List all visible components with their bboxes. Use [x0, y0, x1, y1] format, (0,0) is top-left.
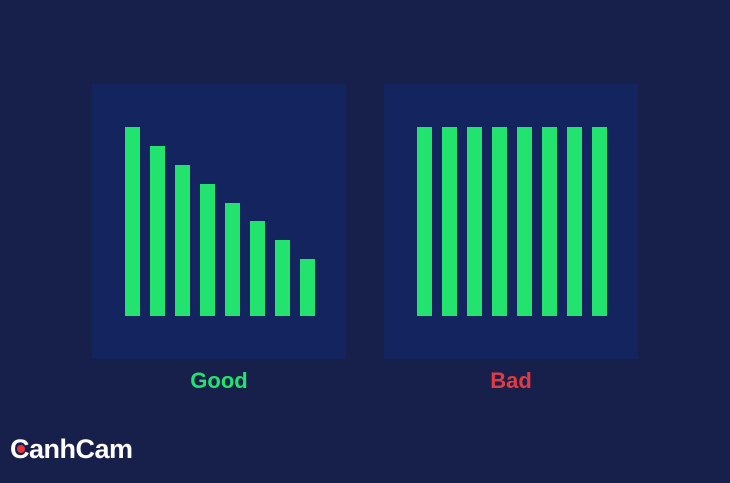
- logo-dot-icon: [17, 445, 25, 453]
- bad-bar-4: [492, 127, 507, 316]
- good-bar-8: [300, 259, 315, 316]
- bad-bar-8: [592, 127, 607, 316]
- bad-bar-7: [567, 127, 582, 316]
- bad-bar-panel: [384, 84, 638, 359]
- bad-bar-1: [417, 127, 432, 316]
- good-bar-5: [225, 203, 240, 316]
- bad-bars-graphic: [417, 127, 607, 316]
- good-bar-7: [275, 240, 290, 316]
- good-bars-graphic: [125, 127, 315, 316]
- good-bar-6: [250, 221, 265, 316]
- good-bar-panel: [92, 84, 346, 359]
- canhcam-logo: CanhCam: [10, 434, 133, 465]
- good-bar-4: [200, 184, 215, 316]
- bad-bar-3: [467, 127, 482, 316]
- good-label: Good: [190, 368, 248, 393]
- good-bar-2: [150, 146, 165, 316]
- bad-bar-2: [442, 127, 457, 316]
- logo-text: CanhCam: [10, 434, 133, 464]
- bad-bar-6: [542, 127, 557, 316]
- good-bar-3: [175, 165, 190, 316]
- bad-bar-5: [517, 127, 532, 316]
- good-bar-1: [125, 127, 140, 316]
- bad-label: Bad: [490, 368, 532, 393]
